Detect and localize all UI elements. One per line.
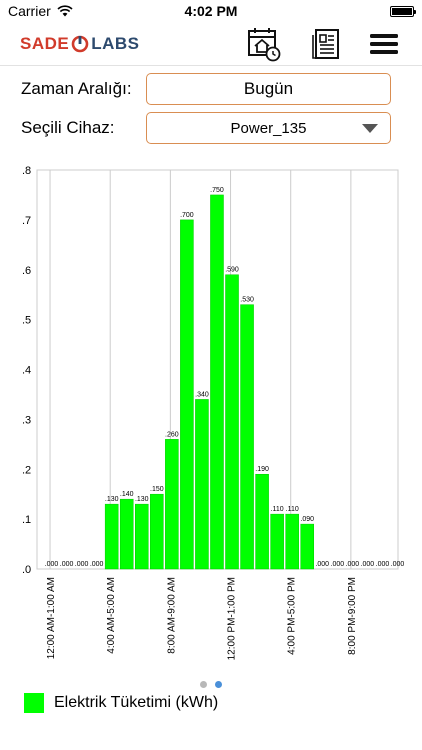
bar — [135, 503, 149, 570]
bar-value-label: .000 — [391, 561, 405, 568]
bar — [119, 498, 134, 570]
nav-bar: SADE LABS — [0, 22, 422, 66]
bar — [300, 523, 315, 570]
carrier-label: Carrier — [8, 3, 51, 19]
bar — [104, 503, 119, 570]
page-dot-active[interactable] — [215, 681, 222, 688]
bar-value-label: .000 — [75, 561, 89, 568]
y-tick-label: .5 — [22, 315, 31, 327]
bar — [270, 513, 284, 570]
bar-value-label: .700 — [180, 212, 194, 219]
bar — [210, 194, 224, 570]
time-range-value: Bugün — [243, 79, 294, 98]
bar — [225, 274, 239, 570]
bar-value-label: .130 — [135, 496, 149, 503]
legend-label: Elektrik Tüketimi (kWh) — [54, 694, 219, 711]
device-select[interactable]: Power_135 — [146, 112, 391, 144]
bar-value-label: .000 — [45, 561, 59, 568]
bar — [195, 399, 209, 570]
bar — [240, 304, 254, 570]
bar-value-label: .260 — [165, 431, 179, 438]
bar — [150, 493, 164, 570]
device-label: Seçili Cihaz: — [21, 118, 115, 137]
menu-icon[interactable] — [366, 26, 402, 62]
bar-value-label: .090 — [300, 516, 314, 523]
bar — [180, 219, 194, 570]
bar-value-label: .000 — [376, 561, 390, 568]
time-range-label: Zaman Aralığı: — [21, 79, 132, 98]
bar-value-label: .340 — [195, 391, 209, 398]
x-tick-label: 12:00 AM-1:00 AM — [46, 577, 57, 659]
calendar-home-icon[interactable] — [246, 26, 282, 62]
bar-value-label: .000 — [331, 561, 345, 568]
consumption-chart: .0.1.2.3.4.5.6.7.8.000.000.000.000.130.1… — [22, 165, 405, 660]
bar-value-label: .110 — [286, 506, 299, 513]
device-row: Seçili Cihaz: Power_135 — [0, 111, 422, 145]
x-tick-label: 4:00 PM-5:00 PM — [287, 577, 298, 655]
wifi-icon — [57, 5, 73, 17]
x-tick-label: 4:00 AM-5:00 AM — [106, 577, 117, 654]
time-range-row: Zaman Aralığı: Bugün — [0, 72, 422, 106]
y-tick-label: .3 — [22, 414, 31, 426]
y-tick-label: .6 — [22, 265, 31, 277]
y-tick-label: .7 — [22, 215, 31, 227]
x-tick-label: 12:00 PM-1:00 PM — [227, 577, 238, 660]
page-dot[interactable] — [200, 681, 207, 688]
logo-text-left: SADE — [20, 34, 70, 53]
legend-swatch — [24, 693, 44, 713]
bar-value-label: .130 — [105, 496, 119, 503]
time-range-field[interactable]: Bugün — [146, 73, 391, 105]
bar — [255, 473, 269, 570]
bar-value-label: .000 — [315, 561, 329, 568]
bar-value-label: .750 — [210, 187, 224, 194]
bar-value-label: .000 — [361, 561, 375, 568]
document-icon[interactable] — [309, 26, 345, 62]
bar-value-label: .150 — [150, 486, 164, 493]
x-tick-label: 8:00 AM-9:00 AM — [166, 577, 177, 654]
chevron-down-icon — [362, 124, 378, 133]
bar-value-label: .000 — [60, 561, 74, 568]
device-value: Power_135 — [230, 119, 307, 137]
app-logo: SADE LABS — [20, 34, 140, 54]
y-tick-label: .8 — [22, 165, 31, 177]
bar-value-label: .590 — [225, 267, 239, 274]
bar-value-label: .140 — [120, 491, 134, 498]
x-tick-label: 8:00 PM-9:00 PM — [347, 577, 358, 655]
y-tick-label: .4 — [22, 365, 31, 377]
battery-icon — [390, 5, 416, 17]
page-indicator — [0, 681, 422, 688]
bar-value-label: .000 — [346, 561, 360, 568]
bar-value-label: .110 — [271, 506, 284, 513]
bar-value-label: .000 — [90, 561, 104, 568]
bar — [285, 513, 299, 570]
logo-power-icon — [71, 35, 89, 53]
y-tick-label: .1 — [22, 514, 31, 526]
bar-value-label: .190 — [255, 466, 269, 473]
y-tick-label: .0 — [22, 564, 31, 576]
status-bar: Carrier 4:02 PM — [0, 0, 422, 22]
chart-legend: Elektrik Tüketimi (kWh) — [24, 693, 218, 713]
bar — [165, 439, 179, 570]
bar-value-label: .530 — [240, 297, 254, 304]
y-tick-label: .2 — [22, 464, 31, 476]
logo-text-right: LABS — [91, 34, 140, 53]
